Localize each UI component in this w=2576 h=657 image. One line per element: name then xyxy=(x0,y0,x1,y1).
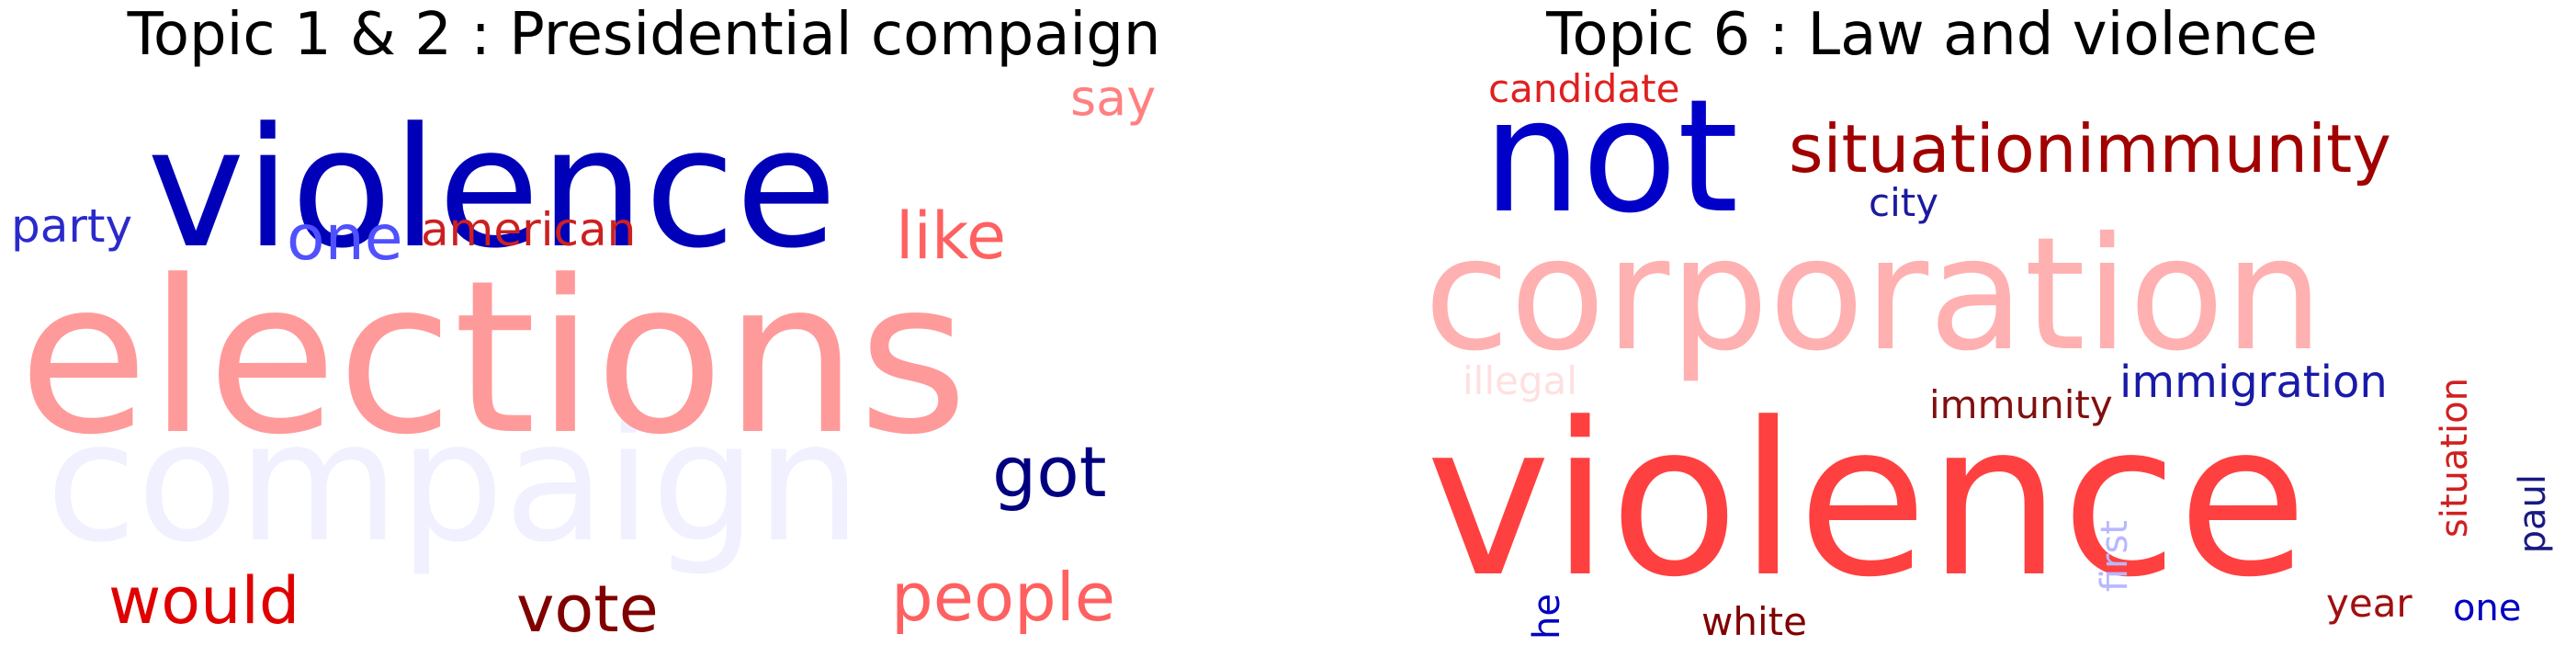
word-like: like xyxy=(896,198,1007,274)
word-immigration: immigration xyxy=(2119,357,2388,408)
figure-title: Topic 1 & 2 : Presidential compaign xyxy=(127,1,1161,69)
word-say: say xyxy=(1070,69,1157,127)
word-vote: vote xyxy=(516,572,659,647)
word-party: party xyxy=(11,199,133,253)
word-corporation: corporation xyxy=(1424,204,2323,386)
word-not: not xyxy=(1483,66,1739,248)
word-he: he xyxy=(1526,594,1568,640)
word-situation: situation xyxy=(2434,378,2476,538)
word-elections: elections xyxy=(18,236,968,481)
wordcloud-panel-law: Topic 6 : Law and violence candidate not… xyxy=(1288,0,2576,657)
word-immunity: immunity xyxy=(1929,382,2113,427)
word-first: first xyxy=(2094,520,2136,593)
word-got: got xyxy=(992,431,1107,513)
word-illegal: illegal xyxy=(1463,358,1577,403)
word-violence: violence xyxy=(1426,379,2308,624)
word-paul: paul xyxy=(2512,474,2554,554)
wordcloud-panel-presidential: Topic 1 & 2 : Presidential compaign comp… xyxy=(0,1,1288,657)
word-people: people xyxy=(891,559,1116,636)
word-violence: violence xyxy=(147,93,838,285)
word-american: american xyxy=(421,203,637,256)
figure-title: Topic 6 : Law and violence xyxy=(1546,1,2318,69)
word-one: one xyxy=(2453,587,2522,629)
word-compaign: compaign xyxy=(46,387,862,579)
word-would: would xyxy=(108,563,300,639)
word-year: year xyxy=(2326,581,2412,626)
word-city: city xyxy=(1869,180,1939,225)
word-cloud: compaign violence elections say party on… xyxy=(0,70,1288,657)
word-cloud: candidate not situationimmunity city cor… xyxy=(1288,70,2576,657)
word-situationimmunity: situationimmunity xyxy=(1789,110,2391,187)
word-white: white xyxy=(1701,599,1807,644)
word-candidate: candidate xyxy=(1488,66,1680,111)
word-one: one xyxy=(287,202,403,275)
